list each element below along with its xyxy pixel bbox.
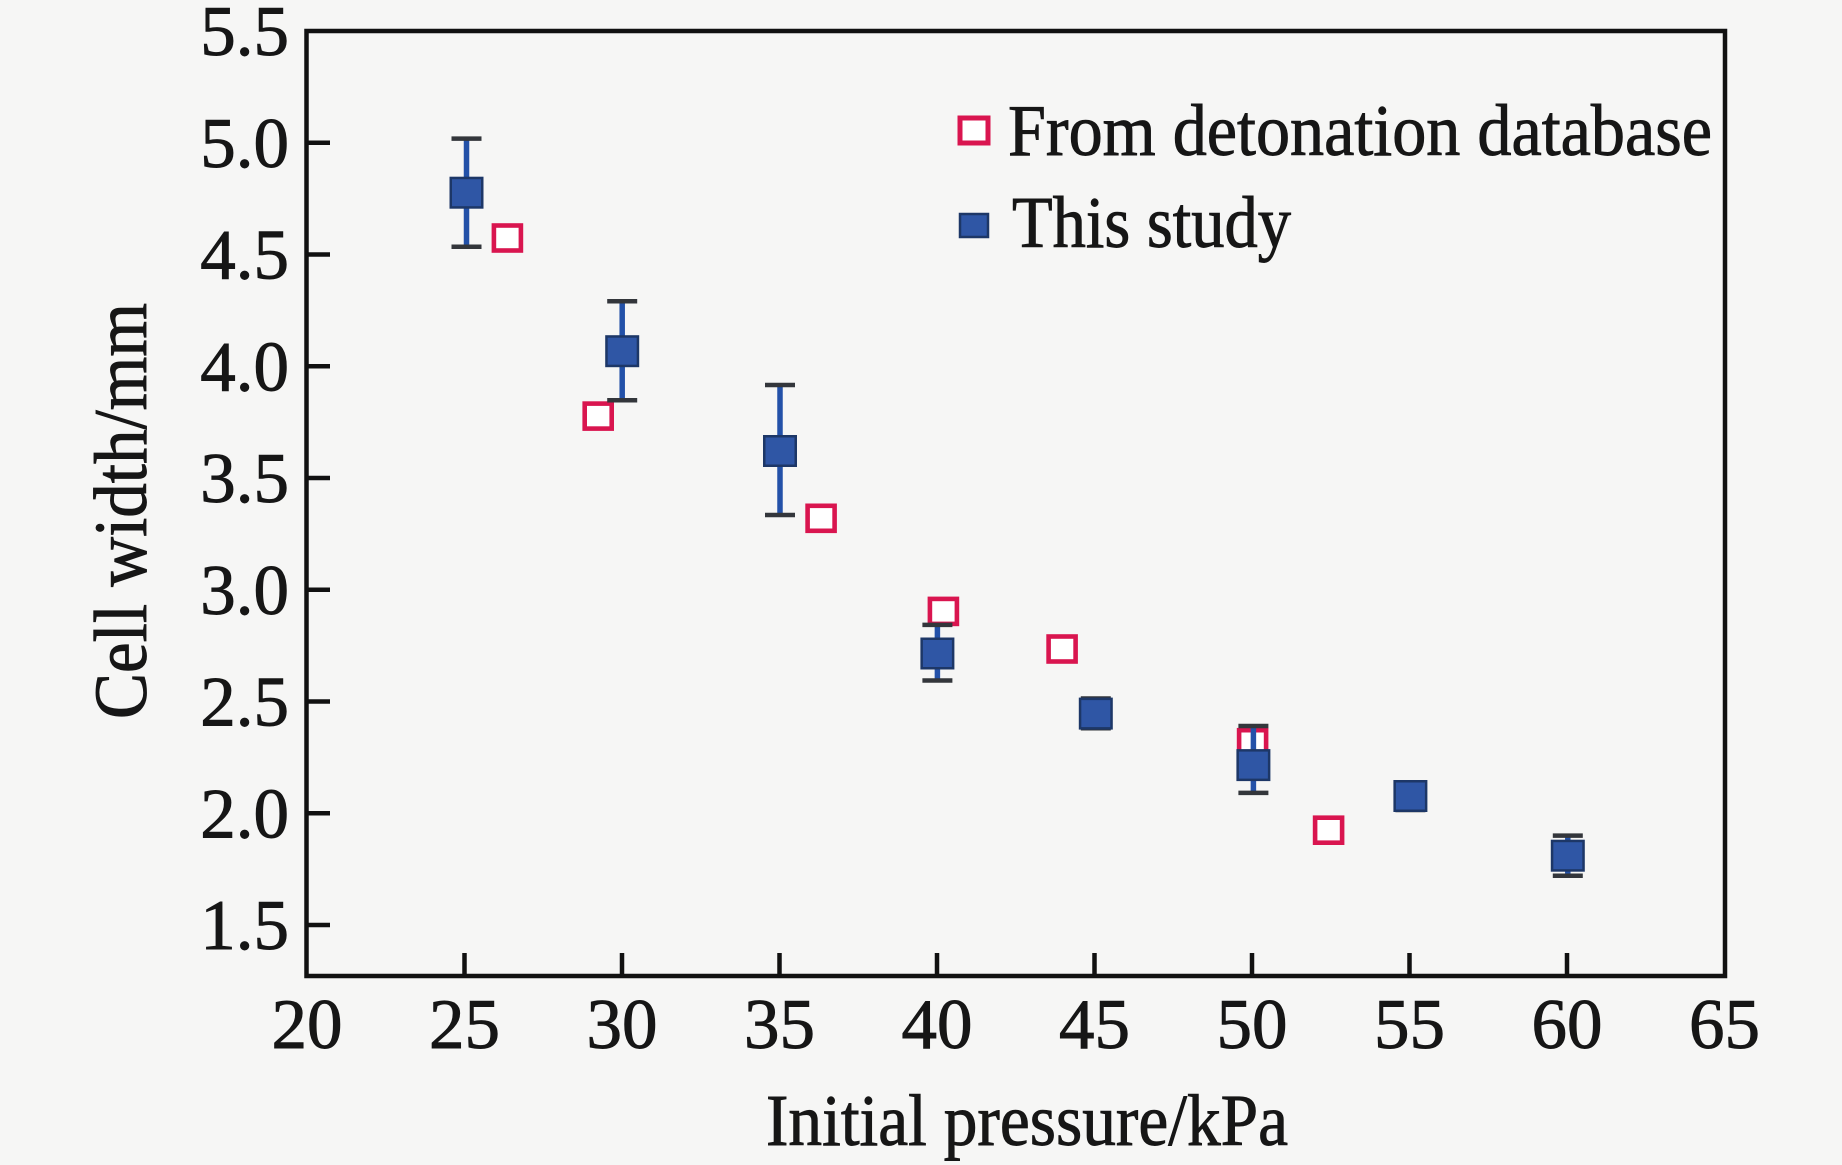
svg-text:20: 20	[272, 986, 343, 1064]
svg-text:This study: This study	[1012, 182, 1291, 263]
svg-text:2.0: 2.0	[200, 775, 289, 853]
svg-text:4.5: 4.5	[200, 217, 289, 295]
svg-text:Cell width/mm: Cell width/mm	[80, 303, 163, 719]
svg-text:From detonation database: From detonation database	[1008, 90, 1712, 171]
svg-text:Initial pressure/kPa: Initial pressure/kPa	[766, 1080, 1288, 1161]
svg-text:60: 60	[1532, 986, 1603, 1064]
svg-text:25: 25	[429, 986, 500, 1064]
svg-text:2.5: 2.5	[200, 664, 289, 742]
svg-text:55: 55	[1374, 986, 1445, 1064]
svg-text:35: 35	[744, 986, 815, 1064]
svg-text:5.5: 5.5	[200, 0, 289, 71]
svg-text:30: 30	[587, 986, 658, 1064]
svg-text:45: 45	[1059, 986, 1130, 1064]
svg-text:50: 50	[1217, 986, 1288, 1064]
svg-text:3.5: 3.5	[200, 440, 289, 518]
svg-text:3.0: 3.0	[200, 552, 289, 630]
svg-text:1.5: 1.5	[200, 887, 289, 965]
svg-text:40: 40	[902, 986, 973, 1064]
svg-text:65: 65	[1689, 986, 1760, 1064]
svg-text:5.0: 5.0	[200, 105, 289, 183]
svg-text:4.0: 4.0	[200, 328, 289, 406]
